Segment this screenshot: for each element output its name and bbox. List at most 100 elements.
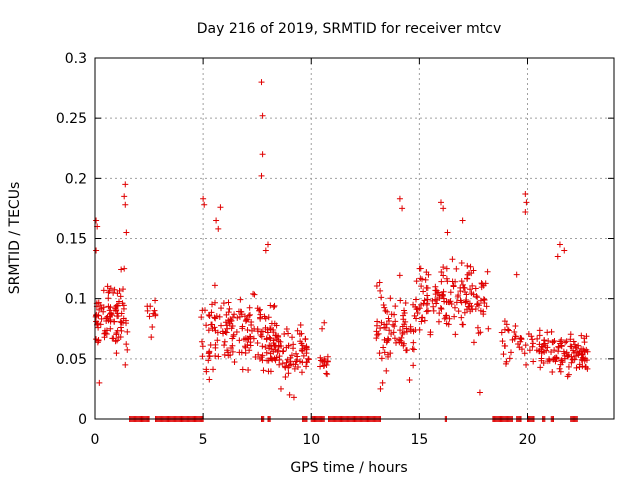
data-point <box>255 351 262 358</box>
data-point <box>267 302 274 309</box>
data-point <box>106 307 113 314</box>
data-point <box>214 337 221 344</box>
data-point <box>259 352 266 359</box>
data-point <box>498 329 505 336</box>
data-point <box>290 345 297 352</box>
data-point <box>558 342 565 349</box>
data-point <box>246 347 253 354</box>
data-point <box>118 310 125 317</box>
data-point <box>244 316 251 323</box>
data-point <box>567 331 574 338</box>
data-point <box>256 306 263 313</box>
data-point <box>211 282 218 289</box>
data-point <box>464 275 471 282</box>
data-point <box>581 335 588 342</box>
data-point <box>458 314 465 321</box>
data-point <box>575 352 582 359</box>
data-point <box>270 329 277 336</box>
data-point <box>421 317 428 324</box>
data-point <box>403 328 410 335</box>
data-point <box>100 304 107 311</box>
data-point <box>468 270 475 277</box>
data-point <box>105 289 112 296</box>
data-point <box>430 307 437 314</box>
data-point <box>485 325 492 332</box>
data-point <box>323 370 330 377</box>
data-point <box>563 338 570 345</box>
data-point <box>208 309 215 316</box>
data-point <box>472 285 479 292</box>
data-point <box>227 352 234 359</box>
data-point <box>217 204 224 211</box>
data-point <box>96 379 103 386</box>
y-tick-label: 0.25 <box>56 111 87 127</box>
data-point <box>94 339 101 346</box>
data-point <box>436 295 443 302</box>
data-point <box>483 303 490 310</box>
data-point <box>501 326 508 333</box>
data-point <box>120 286 127 293</box>
data-point <box>262 315 269 322</box>
data-point <box>113 350 120 357</box>
data-point <box>248 318 255 325</box>
data-point <box>432 283 439 290</box>
data-point <box>402 318 409 325</box>
data-point <box>425 271 432 278</box>
data-point <box>243 317 250 324</box>
data-point <box>464 262 471 269</box>
data-point <box>409 345 416 352</box>
data-point <box>556 365 563 372</box>
data-point <box>513 271 520 278</box>
data-point <box>444 229 451 236</box>
data-point <box>392 318 399 325</box>
data-point <box>107 325 114 332</box>
data-point <box>241 313 248 320</box>
data-point <box>459 217 466 224</box>
data-point <box>206 312 213 319</box>
data-point <box>557 338 564 345</box>
data-point <box>120 315 127 322</box>
data-point <box>289 334 296 341</box>
data-point <box>276 361 283 368</box>
data-point <box>469 282 476 289</box>
data-point <box>424 296 431 303</box>
data-point <box>242 349 249 356</box>
data-point <box>459 281 466 288</box>
data-point <box>247 333 254 340</box>
data-point <box>438 278 445 285</box>
data-point <box>283 359 290 366</box>
data-point <box>115 312 122 319</box>
data-point <box>549 369 556 376</box>
data-point <box>523 361 530 368</box>
data-point <box>522 342 529 349</box>
data-point <box>112 338 119 345</box>
data-point <box>270 339 277 346</box>
data-point <box>257 315 264 322</box>
data-point <box>418 283 425 290</box>
data-point <box>398 334 405 341</box>
data-point <box>115 334 122 341</box>
data-point <box>201 307 208 314</box>
data-point <box>449 256 456 263</box>
data-point <box>480 311 487 318</box>
data-point <box>225 309 232 316</box>
data-point <box>242 344 249 351</box>
data-point <box>561 247 568 254</box>
data-point <box>203 368 210 375</box>
data-point <box>440 295 447 302</box>
data-point <box>298 347 305 354</box>
data-point <box>390 329 397 336</box>
data-point <box>254 340 261 347</box>
data-point <box>517 335 524 342</box>
data-point <box>413 296 419 303</box>
data-point <box>381 304 388 311</box>
data-point <box>107 317 114 324</box>
data-point <box>447 289 454 296</box>
data-point <box>211 314 218 321</box>
data-point <box>438 269 445 276</box>
data-point <box>122 201 129 208</box>
data-point <box>380 344 387 351</box>
data-point <box>209 321 216 328</box>
data-point <box>393 339 400 346</box>
data-point <box>568 359 575 366</box>
